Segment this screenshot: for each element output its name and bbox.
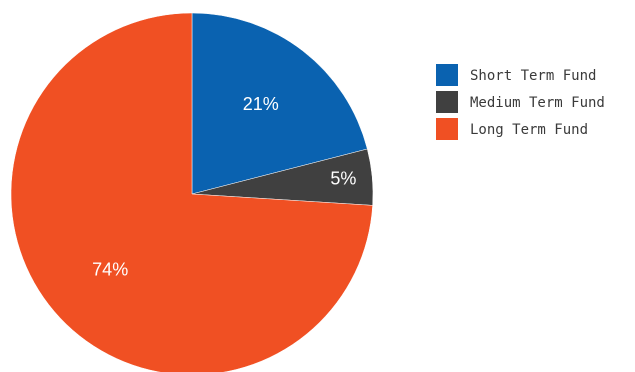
legend-label-long-term-fund: Long Term Fund: [470, 122, 588, 138]
pie-slices: [10, 12, 374, 372]
pie-slice-short-term-fund: [191, 12, 368, 195]
legend: Short Term Fund Medium Term Fund Long Term…: [436, 64, 605, 140]
legend-label-medium-term-fund: Medium Term Fund: [470, 95, 605, 111]
legend-swatch-medium-term-fund: [436, 91, 458, 113]
pie-slice-labels: 21% 5% 74%: [92, 94, 356, 279]
slice-label-medium-term-fund: 5%: [330, 168, 356, 188]
legend-label-short-term-fund: Short Term Fund: [470, 68, 596, 84]
slice-label-long-term-fund: 74%: [92, 260, 128, 280]
legend-swatch-long-term-fund: [436, 118, 458, 140]
pie-slice-long-term-fund: [10, 12, 373, 372]
slice-label-short-term-fund: 21%: [243, 94, 279, 114]
legend-swatch-short-term-fund: [436, 64, 458, 86]
